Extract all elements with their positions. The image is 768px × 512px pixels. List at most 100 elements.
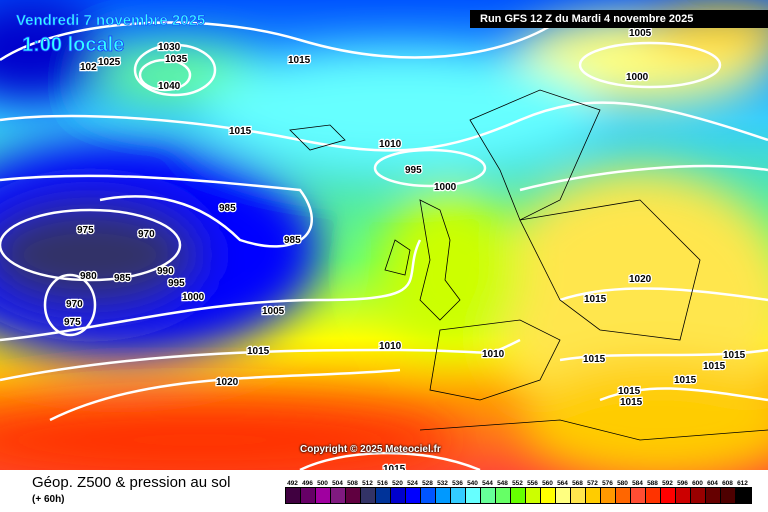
legend-swatch bbox=[421, 488, 436, 503]
legend-swatch bbox=[661, 488, 676, 503]
isobar-label: 970 bbox=[138, 229, 155, 240]
coastlines bbox=[289, 89, 768, 441]
legend-swatch bbox=[376, 488, 391, 503]
isobar-label: 102 bbox=[80, 62, 97, 73]
forecast-hour: (+ 60h) bbox=[32, 494, 65, 505]
legend-tick: 492 bbox=[287, 480, 298, 487]
legend-tick: 512 bbox=[362, 480, 373, 487]
isobar-label: 1015 bbox=[383, 464, 406, 470]
isobar-label: 1015 bbox=[618, 386, 641, 397]
isobar-label: 985 bbox=[219, 203, 236, 214]
legend-swatch bbox=[571, 488, 586, 503]
weather-map: 1030103510251021040101510151010995100098… bbox=[0, 0, 768, 470]
isobar-label: 1040 bbox=[158, 81, 181, 92]
legend-tick: 588 bbox=[647, 480, 658, 487]
legend-swatch bbox=[331, 488, 346, 503]
legend-swatch bbox=[736, 488, 751, 503]
legend-swatch bbox=[541, 488, 556, 503]
legend-tick: 596 bbox=[677, 480, 688, 487]
legend-tick: 548 bbox=[497, 480, 508, 487]
legend-tick: 572 bbox=[587, 480, 598, 487]
legend-tick: 552 bbox=[512, 480, 523, 487]
isobar-labels: 1030103510251021040101510151010995100098… bbox=[63, 27, 747, 470]
isobar-label: 985 bbox=[114, 273, 131, 284]
legend-tick: 536 bbox=[452, 480, 463, 487]
legend-tick: 600 bbox=[692, 480, 703, 487]
legend-tick: 496 bbox=[302, 480, 313, 487]
isobar-label: 1015 bbox=[584, 294, 607, 305]
isobar-label: 1000 bbox=[434, 182, 457, 193]
legend-swatch bbox=[466, 488, 481, 503]
valid-date: Vendredi 7 novembre 2025 bbox=[16, 12, 206, 30]
legend-tick: 604 bbox=[707, 480, 718, 487]
isobar-label: 995 bbox=[405, 165, 422, 176]
legend-tick: 580 bbox=[617, 480, 628, 487]
legend-swatch bbox=[526, 488, 541, 503]
legend-tick: 568 bbox=[572, 480, 583, 487]
isobar-label: 1020 bbox=[216, 377, 239, 388]
legend-tick: 508 bbox=[347, 480, 358, 487]
legend-swatch bbox=[346, 488, 361, 503]
legend-tick: 592 bbox=[662, 480, 673, 487]
legend-tick: 524 bbox=[407, 480, 418, 487]
legend-swatch bbox=[301, 488, 316, 503]
legend-swatch bbox=[451, 488, 466, 503]
isobar-label: 995 bbox=[168, 278, 185, 289]
isobar-label: 970 bbox=[66, 299, 83, 310]
legend-tick: 556 bbox=[527, 480, 538, 487]
legend-swatch bbox=[391, 488, 406, 503]
legend-swatch bbox=[481, 488, 496, 503]
isobar-label: 1010 bbox=[379, 139, 402, 150]
legend-tick: 612 bbox=[737, 480, 748, 487]
legend-swatch bbox=[706, 488, 721, 503]
isobar-label: 1015 bbox=[703, 361, 726, 372]
isobar-label: 1000 bbox=[626, 72, 649, 83]
legend-swatch bbox=[691, 488, 706, 503]
legend-swatch bbox=[676, 488, 691, 503]
copyright: Copyright © 2025 Meteociel.fr bbox=[300, 444, 441, 455]
legend-tick: 544 bbox=[482, 480, 493, 487]
map-title: Géop. Z500 & pression au sol bbox=[32, 474, 231, 491]
isobar-label: 1005 bbox=[629, 28, 652, 39]
legend-tick: 564 bbox=[557, 480, 568, 487]
isobar-label: 1015 bbox=[723, 350, 746, 361]
isobar-label: 975 bbox=[77, 225, 94, 236]
legend-tick: 576 bbox=[602, 480, 613, 487]
legend-swatch bbox=[556, 488, 571, 503]
legend-swatch bbox=[496, 488, 511, 503]
isobar-label: 1015 bbox=[247, 346, 270, 357]
legend-swatch bbox=[721, 488, 736, 503]
isobar-label: 1005 bbox=[262, 306, 285, 317]
isobar-label: 1015 bbox=[674, 375, 697, 386]
isobar-label: 1030 bbox=[158, 42, 181, 53]
isobar-label: 1015 bbox=[620, 397, 643, 408]
color-legend: 492 496 500 504 508 512 516 520 524 528 532 536 540 5… bbox=[285, 480, 752, 504]
legend-swatch bbox=[601, 488, 616, 503]
legend-swatch bbox=[586, 488, 601, 503]
isobar-label: 975 bbox=[64, 317, 81, 328]
legend-swatch bbox=[616, 488, 631, 503]
isobar-label: 985 bbox=[284, 235, 301, 246]
legend-swatch bbox=[286, 488, 301, 503]
legend-tick: 560 bbox=[542, 480, 553, 487]
legend-tick: 532 bbox=[437, 480, 448, 487]
legend-tick: 540 bbox=[467, 480, 478, 487]
isobar-label: 1010 bbox=[482, 349, 505, 360]
valid-time: 1:00 locale bbox=[22, 34, 125, 57]
isobars bbox=[0, 18, 768, 470]
isobar-label: 1015 bbox=[288, 55, 311, 66]
legend-tick: 584 bbox=[632, 480, 643, 487]
legend-swatch bbox=[316, 488, 331, 503]
isobar-label: 1010 bbox=[379, 341, 402, 352]
legend-tick: 504 bbox=[332, 480, 343, 487]
isobar-label: 1015 bbox=[583, 354, 606, 365]
isobar-label: 1035 bbox=[165, 54, 188, 65]
legend-tick: 500 bbox=[317, 480, 328, 487]
legend-swatch bbox=[406, 488, 421, 503]
legend-swatch bbox=[361, 488, 376, 503]
isobar-label: 1025 bbox=[98, 57, 121, 68]
legend-tick: 608 bbox=[722, 480, 733, 487]
isobar-label: 1015 bbox=[229, 126, 252, 137]
isobar-label: 980 bbox=[80, 271, 97, 282]
legend-tick: 520 bbox=[392, 480, 403, 487]
